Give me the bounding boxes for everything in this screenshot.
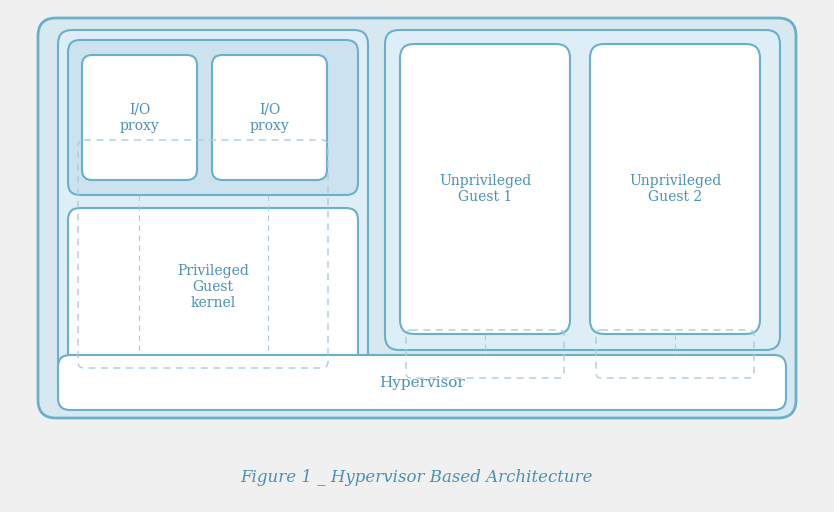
FancyBboxPatch shape — [385, 30, 780, 350]
FancyBboxPatch shape — [212, 55, 327, 180]
FancyBboxPatch shape — [400, 44, 570, 334]
FancyBboxPatch shape — [58, 30, 368, 400]
Text: Unprivileged
Guest 2: Unprivileged Guest 2 — [629, 174, 721, 204]
Text: Figure 1 _ Hypervisor Based Architecture: Figure 1 _ Hypervisor Based Architecture — [241, 470, 593, 486]
Text: Hypervisor: Hypervisor — [379, 375, 465, 390]
Text: Privileged
Guest
kernel: Privileged Guest kernel — [177, 264, 249, 310]
FancyBboxPatch shape — [590, 44, 760, 334]
Text: I/O
proxy: I/O proxy — [119, 102, 159, 133]
FancyBboxPatch shape — [68, 208, 358, 366]
Text: Unprivileged
Guest 1: Unprivileged Guest 1 — [439, 174, 531, 204]
FancyBboxPatch shape — [82, 55, 197, 180]
Text: I/O
proxy: I/O proxy — [249, 102, 289, 133]
FancyBboxPatch shape — [68, 40, 358, 195]
FancyBboxPatch shape — [38, 18, 796, 418]
FancyBboxPatch shape — [58, 355, 786, 410]
